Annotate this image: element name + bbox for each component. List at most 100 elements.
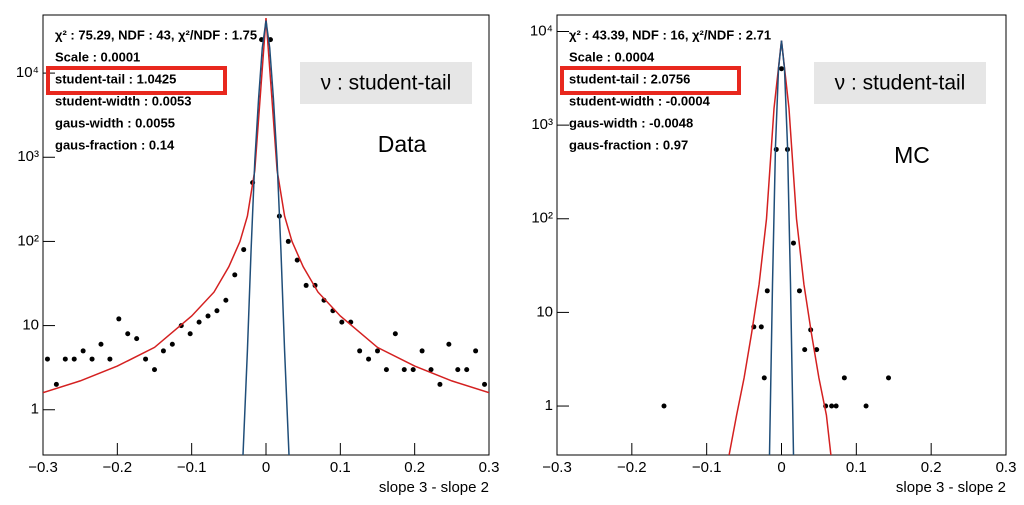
data-point — [241, 247, 247, 253]
data-point — [160, 348, 166, 354]
x-tick-label: 0 — [777, 459, 785, 476]
data-point — [285, 238, 291, 244]
data-point — [196, 319, 202, 325]
x-tick-label: 0.3 — [479, 459, 500, 476]
annotation: ν : student-tail — [321, 72, 452, 95]
x-tick-label: −0.3 — [28, 459, 58, 476]
data-point — [446, 341, 452, 347]
data-point — [303, 282, 309, 288]
data-point — [392, 331, 398, 337]
x-tick-label: 0.1 — [846, 459, 867, 476]
data-point — [886, 375, 892, 381]
data-point — [187, 331, 193, 337]
annotation-box — [814, 62, 986, 104]
data-point — [410, 367, 416, 373]
data-point — [383, 367, 389, 373]
data-point — [62, 356, 68, 362]
data-point — [814, 347, 820, 353]
annotation: ν : student-tail — [835, 72, 966, 95]
data-point — [53, 381, 59, 387]
y-tick-label: 1 — [545, 397, 553, 414]
data-point — [80, 348, 86, 354]
data-point — [357, 348, 363, 354]
stat-line: Scale : 0.0001 — [55, 49, 140, 64]
highlight-box — [46, 66, 227, 95]
data-point — [455, 367, 461, 373]
data-point — [482, 381, 488, 387]
data-point — [116, 316, 122, 322]
data-point — [366, 356, 372, 362]
data-point — [375, 348, 380, 354]
data-point — [134, 336, 140, 342]
data-point — [152, 367, 157, 373]
data-point — [863, 403, 869, 409]
data-point — [125, 331, 131, 337]
y-tick-label: 10³ — [17, 148, 39, 165]
data-point — [214, 308, 220, 314]
data-point — [339, 319, 345, 325]
data-point — [143, 356, 149, 362]
plot-area — [661, 40, 892, 455]
x-tick-label: −0.1 — [692, 459, 722, 476]
data-point — [764, 288, 770, 294]
x-tick-label: 0.1 — [330, 459, 351, 476]
data-point — [758, 324, 764, 330]
data-point — [294, 257, 300, 263]
annotation: MC — [894, 142, 930, 168]
stat-line: Scale : 0.0004 — [569, 49, 655, 64]
stat-line: gaus-width : -0.0048 — [569, 115, 693, 130]
annotation-box — [300, 62, 472, 104]
data-point — [437, 381, 443, 387]
data-point — [790, 240, 796, 246]
stat-line: student-tail : 2.0756 — [569, 71, 690, 86]
stat-line: χ² : 75.29, NDF : 43, χ²/NDF : 1.75 — [55, 27, 257, 42]
stat-line: gaus-fraction : 0.97 — [569, 137, 688, 152]
stat-line: χ² : 43.39, NDF : 16, χ²/NDF : 2.71 — [569, 27, 771, 42]
x-tick-label: 0 — [262, 459, 270, 476]
fit-curve — [768, 40, 795, 455]
stat-line: gaus-fraction : 0.14 — [55, 137, 175, 152]
data-point — [223, 297, 229, 303]
data-point — [232, 272, 238, 278]
x-tick-label: −0.1 — [177, 459, 207, 476]
stat-line: student-width : 0.0053 — [55, 93, 192, 108]
x-tick-label: 0.3 — [996, 459, 1017, 476]
data-point — [44, 356, 50, 362]
stat-line: gaus-width : 0.0055 — [55, 115, 175, 130]
data-point — [473, 348, 479, 354]
data-point — [802, 347, 808, 353]
data-point — [761, 375, 767, 381]
annotation: Data — [378, 131, 427, 157]
data-point — [661, 403, 667, 409]
highlight-box — [560, 66, 741, 95]
data-point — [71, 356, 77, 362]
data-point — [98, 341, 104, 347]
data-point — [419, 348, 425, 354]
fit-curve — [43, 18, 489, 394]
x-tick-label: −0.2 — [617, 459, 647, 476]
stat-line: student-tail : 1.0425 — [55, 71, 176, 86]
data-point — [428, 367, 434, 373]
data-point — [169, 341, 175, 347]
x-axis-label: slope 3 - slope 2 — [379, 479, 489, 496]
data-point — [829, 403, 835, 409]
data-point — [796, 288, 802, 294]
y-tick-label: 10⁴ — [16, 64, 39, 81]
x-tick-label: 0.2 — [404, 459, 425, 476]
x-tick-label: −0.2 — [103, 459, 133, 476]
data-point — [841, 375, 847, 381]
y-tick-label: 10³ — [531, 116, 553, 133]
fit-curve — [242, 20, 290, 455]
y-tick-label: 10 — [536, 303, 553, 320]
x-tick-label: −0.3 — [542, 459, 572, 476]
plot-area — [43, 18, 489, 455]
x-axis-label: slope 3 - slope 2 — [896, 479, 1006, 496]
data-point — [107, 356, 113, 362]
stat-line: student-width : -0.0004 — [569, 93, 711, 108]
data-point — [205, 313, 211, 319]
data-point — [401, 367, 407, 373]
y-tick-label: 10⁴ — [530, 22, 553, 39]
y-tick-label: 10 — [22, 317, 39, 334]
